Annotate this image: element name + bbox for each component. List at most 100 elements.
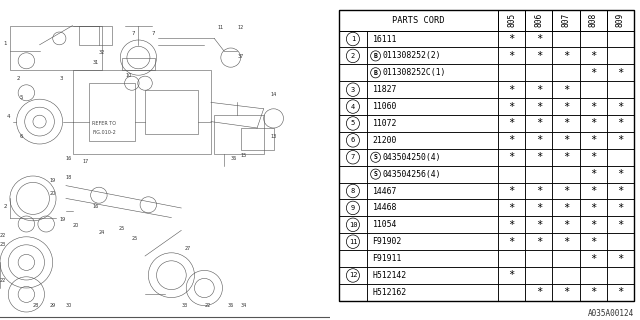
Bar: [607, 183, 634, 199]
Bar: [498, 98, 525, 115]
Bar: [145, 90, 198, 134]
Text: 4: 4: [6, 114, 10, 119]
Text: 34: 34: [241, 303, 247, 308]
Bar: [525, 199, 552, 216]
Bar: [498, 233, 525, 250]
Bar: [552, 81, 580, 98]
Text: 043504250(4): 043504250(4): [383, 153, 442, 162]
Bar: [552, 284, 580, 301]
Bar: [367, 166, 498, 183]
Bar: [552, 267, 580, 284]
Bar: [525, 149, 552, 166]
Text: *: *: [617, 253, 623, 264]
Text: *: *: [617, 135, 623, 145]
Bar: [339, 149, 367, 166]
Bar: [580, 64, 607, 81]
Text: *: *: [509, 135, 515, 145]
Text: 20: 20: [72, 223, 79, 228]
Text: *: *: [617, 118, 623, 128]
Bar: [367, 284, 498, 301]
Text: *: *: [590, 186, 596, 196]
Text: *: *: [617, 186, 623, 196]
Text: *: *: [617, 287, 623, 297]
Text: *: *: [563, 287, 569, 297]
Text: *: *: [590, 220, 596, 230]
Bar: [367, 216, 498, 233]
Text: *: *: [590, 203, 596, 213]
Bar: [367, 98, 498, 115]
Bar: [498, 64, 525, 81]
Bar: [339, 10, 498, 31]
Text: 29: 29: [49, 303, 56, 308]
Text: 7: 7: [132, 31, 135, 36]
Text: 12: 12: [237, 25, 244, 30]
Text: 23: 23: [0, 243, 6, 247]
Text: 7: 7: [152, 31, 155, 36]
Text: 19: 19: [60, 217, 65, 222]
Text: *: *: [590, 68, 596, 78]
Bar: [580, 216, 607, 233]
Circle shape: [346, 32, 360, 46]
Bar: [552, 233, 580, 250]
Text: *: *: [536, 186, 542, 196]
Bar: [552, 115, 580, 132]
Bar: [241, 128, 273, 150]
Text: 6: 6: [20, 134, 23, 139]
Circle shape: [346, 100, 360, 113]
Text: *: *: [536, 203, 542, 213]
Text: 17: 17: [83, 159, 89, 164]
Bar: [339, 98, 367, 115]
Bar: [339, 199, 367, 216]
Bar: [607, 98, 634, 115]
Bar: [367, 64, 498, 81]
Bar: [525, 98, 552, 115]
Bar: [339, 250, 367, 267]
Bar: [367, 267, 498, 284]
Text: *: *: [563, 101, 569, 112]
Text: 011308252C(1): 011308252C(1): [383, 68, 446, 77]
Text: 11060: 11060: [372, 102, 397, 111]
Text: *: *: [590, 253, 596, 264]
Text: FIG.010-2: FIG.010-2: [92, 131, 116, 135]
Text: 22: 22: [0, 233, 6, 238]
Bar: [607, 233, 634, 250]
Bar: [607, 284, 634, 301]
Text: A035A00124: A035A00124: [588, 309, 634, 318]
Bar: [339, 115, 367, 132]
Text: 22: 22: [204, 303, 211, 308]
Bar: [525, 216, 552, 233]
Bar: [339, 132, 367, 149]
Bar: [580, 267, 607, 284]
Circle shape: [371, 152, 381, 162]
Bar: [580, 284, 607, 301]
Text: 8: 8: [351, 188, 355, 194]
Text: *: *: [590, 287, 596, 297]
Text: 2: 2: [17, 76, 20, 81]
Bar: [525, 64, 552, 81]
Bar: [498, 199, 525, 216]
Text: *: *: [536, 220, 542, 230]
Bar: [339, 31, 367, 47]
Bar: [339, 284, 367, 301]
Text: *: *: [536, 287, 542, 297]
Text: 13: 13: [270, 134, 276, 139]
Bar: [552, 183, 580, 199]
Text: 25: 25: [118, 227, 125, 231]
Bar: [580, 98, 607, 115]
Text: 011308252(2): 011308252(2): [383, 52, 442, 60]
Text: 31: 31: [92, 60, 99, 65]
Bar: [525, 250, 552, 267]
Text: 11: 11: [349, 239, 357, 245]
Text: 806: 806: [534, 13, 543, 27]
Circle shape: [346, 133, 360, 147]
Text: H512162: H512162: [372, 288, 406, 297]
Bar: [525, 132, 552, 149]
Bar: [607, 132, 634, 149]
Text: *: *: [563, 220, 569, 230]
Bar: [607, 250, 634, 267]
Bar: [607, 47, 634, 64]
Bar: [339, 216, 367, 233]
Text: H512142: H512142: [372, 271, 406, 280]
Text: *: *: [509, 270, 515, 280]
Bar: [367, 183, 498, 199]
